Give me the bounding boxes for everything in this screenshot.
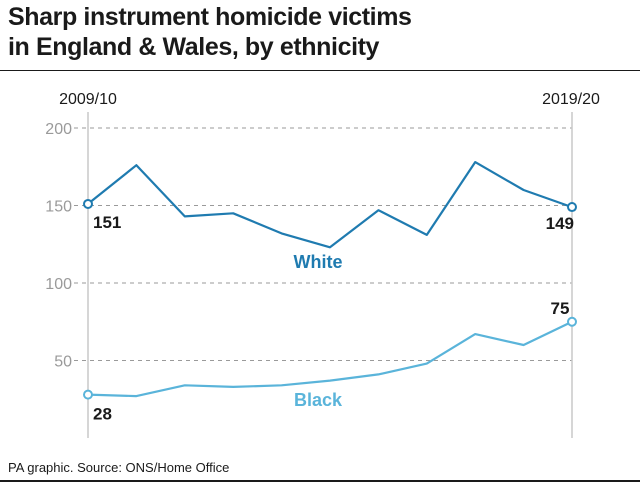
chart-title-line-2: in England & Wales, by ethnicity [8, 33, 380, 61]
series-line-black [87, 320, 573, 398]
title-divider [0, 70, 640, 71]
data-label-white-start: 151 [93, 213, 121, 232]
chart-title: Sharp instrument homicide victims in Eng… [8, 2, 628, 62]
x-start-label: 2009/10 [59, 91, 117, 108]
y-tick-label-150: 150 [45, 199, 72, 216]
start-point-white [83, 198, 93, 209]
y-tick-label-100: 100 [45, 276, 72, 293]
data-label-black-start: 28 [93, 405, 112, 424]
series-line-white [87, 161, 573, 249]
start-point-black [83, 389, 93, 400]
series-label-black: Black [294, 390, 343, 410]
y-tick-label-50: 50 [54, 354, 72, 371]
x-end-label: 2019/20 [542, 91, 600, 108]
end-point-white [567, 202, 577, 213]
data-label-white-end: 149 [546, 214, 574, 233]
source-note: PA graphic. Source: ONS/Home Office [8, 460, 230, 475]
end-point-black [567, 316, 577, 327]
y-tick-label-200: 200 [45, 121, 72, 138]
series-label-white: White [294, 252, 343, 272]
data-label-black-end: 75 [551, 299, 570, 318]
bottom-divider [0, 480, 640, 482]
chart-title-line-1: Sharp instrument homicide victims [8, 3, 412, 31]
